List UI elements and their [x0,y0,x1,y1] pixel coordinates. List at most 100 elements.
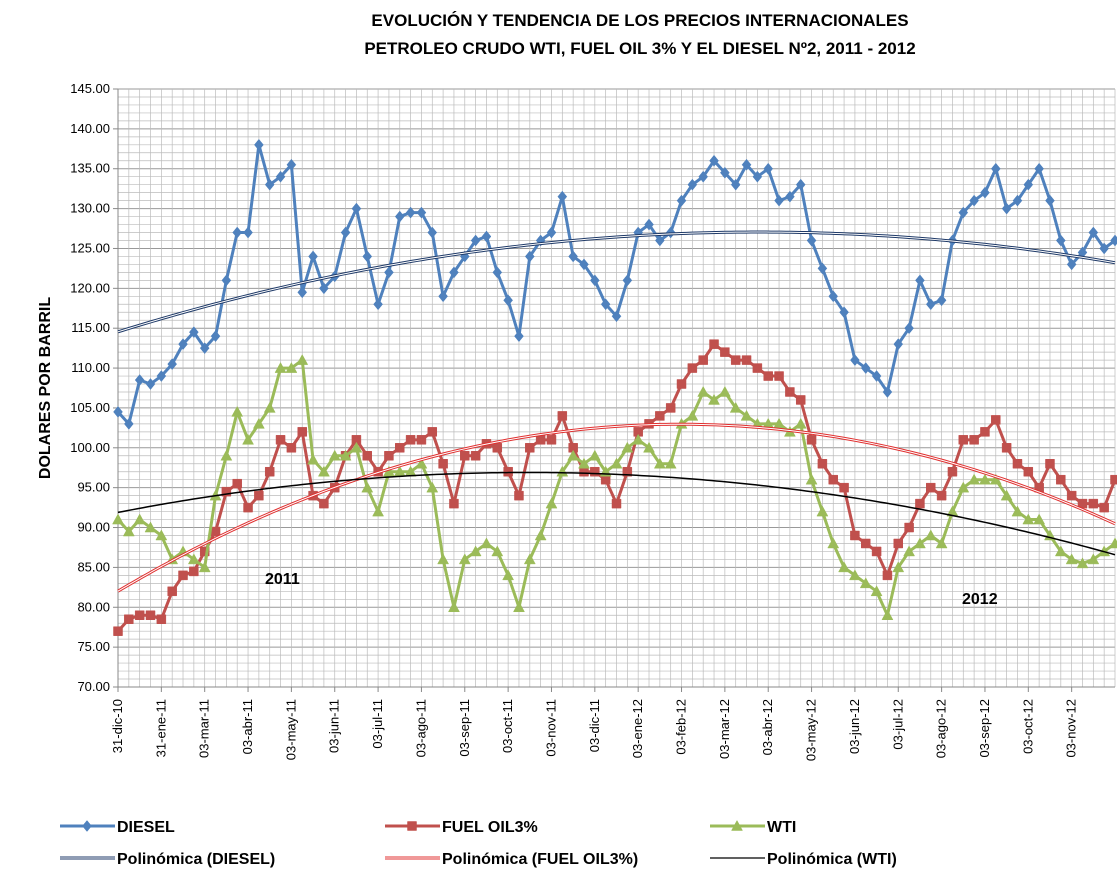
marker [729,401,742,413]
marker [124,614,134,624]
x-tick-label: 03-jun-12 [847,699,862,754]
marker [210,330,221,343]
marker [600,298,611,311]
marker [1088,226,1099,239]
x-tick-label: 03-sep-12 [977,699,992,758]
marker [285,362,298,373]
marker [1034,162,1044,175]
marker [989,473,1002,485]
marker [407,821,417,831]
marker [774,194,784,207]
marker [915,274,925,287]
marker [307,453,319,465]
marker [502,569,515,581]
marker [427,427,438,437]
marker [458,553,471,565]
marker [351,435,362,445]
marker [850,354,860,366]
y-tick-label: 135.00 [70,161,110,176]
chart-title: PETROLEO CRUDO WTI, FUEL OIL 3% Y EL DIE… [364,39,915,58]
marker [416,206,427,219]
marker [709,339,719,349]
marker [720,166,730,179]
marker [319,282,329,295]
marker [763,371,773,381]
marker [588,449,601,461]
x-tick-label: 03-jul-12 [890,699,905,750]
marker [134,374,145,386]
marker [1055,234,1066,247]
marker [622,466,633,477]
marker [632,433,645,445]
marker [557,190,568,203]
marker [903,545,916,557]
marker [1045,194,1055,207]
marker [893,338,904,351]
marker [980,427,990,437]
marker [134,610,145,620]
trendline-inner [117,423,1116,592]
marker [698,170,709,183]
marker [221,274,232,287]
marker [871,370,882,382]
marker [264,466,275,477]
marker [124,417,134,430]
marker [523,553,536,565]
marker [1054,545,1067,557]
y-tick-label: 130.00 [70,201,110,216]
marker [1012,458,1023,469]
legend-label: Polinómica (FUEL OIL3%) [442,851,638,868]
marker [427,226,438,239]
marker [979,473,991,485]
marker [1000,489,1013,501]
marker [534,529,547,541]
marker [871,546,882,557]
marker [653,457,666,469]
x-tick-label: 31-dic-10 [110,699,125,753]
marker [514,330,524,343]
marker [167,358,178,370]
marker [232,478,242,489]
x-tick-label: 03-feb-12 [674,699,689,755]
y-tick-label: 90.00 [77,520,110,535]
series [113,138,1117,430]
marker [1023,466,1034,477]
marker [643,441,655,453]
marker [828,474,838,485]
grid: 70.00 75.00 80.00 85.00 90.00 95.00 100.00 105.… [70,81,1116,761]
marker [394,210,405,223]
marker [1066,258,1077,271]
marker [1088,498,1099,509]
y-tick-label: 125.00 [70,240,110,255]
marker [936,490,947,501]
x-tick-label: 03-nov-11 [543,699,558,757]
marker [513,601,525,613]
marker [621,441,634,453]
marker [827,537,840,549]
marker [1087,553,1100,565]
marker [763,162,774,175]
x-tick-label: 03-abr-11 [240,699,255,754]
marker [545,497,558,509]
x-tick-label: 03-ene-12 [630,699,645,758]
marker [449,266,459,279]
series [113,339,1117,636]
marker [957,481,970,493]
y-tick-label: 145.00 [70,81,110,96]
marker [339,449,352,461]
marker [806,234,817,247]
marker [839,482,849,493]
marker [774,371,784,381]
x-tick-label: 03-may-11 [283,699,298,760]
marker [968,473,981,485]
legend: DIESEL Polinómica (DIESEL) FUEL OIL3% Polin… [60,819,897,868]
legend-label: Polinómica (WTI) [767,851,897,868]
marker [210,526,221,537]
marker [133,513,146,525]
marker [145,610,156,620]
marker [730,178,741,191]
marker [82,820,92,832]
marker [199,342,210,355]
marker [297,427,307,437]
marker [384,451,394,461]
